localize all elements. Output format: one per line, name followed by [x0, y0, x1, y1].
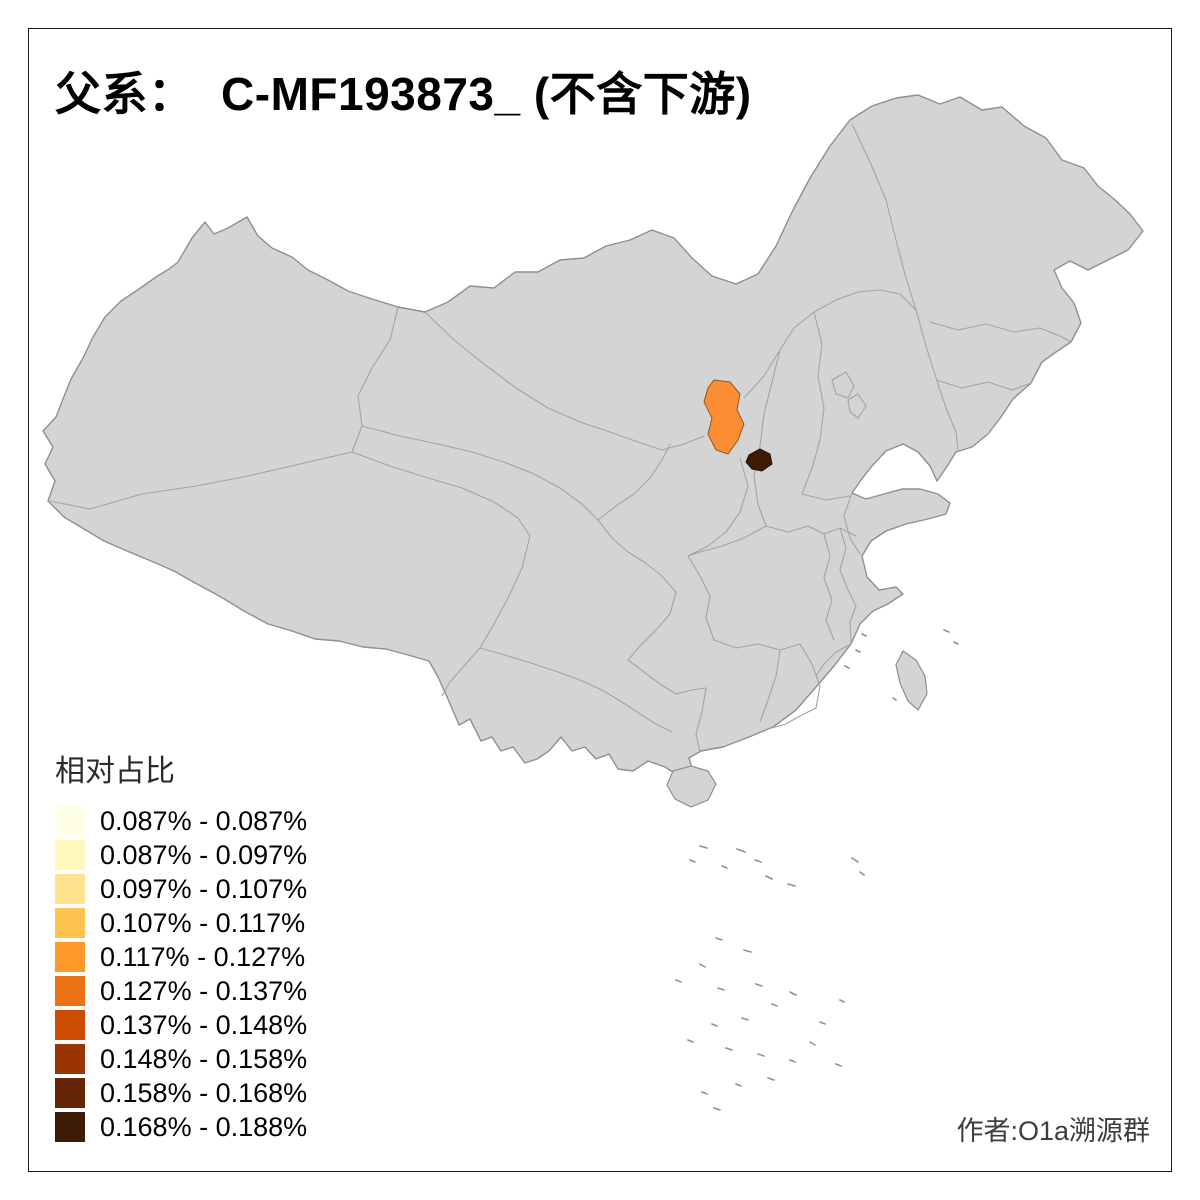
legend-item-label: 0.087% - 0.087%	[100, 805, 308, 836]
legend-color-swatch	[55, 840, 85, 870]
legend-color-swatch	[55, 1010, 85, 1040]
legend-item-label: 0.168% - 0.188%	[100, 1111, 308, 1142]
legend-item-label: 0.148% - 0.158%	[100, 1043, 308, 1074]
legend-title: 相对占比	[55, 755, 175, 788]
hainan-island	[666, 765, 717, 808]
legend: 相对占比 0.087% - 0.087% 0.087% - 0.097% 0.0…	[55, 746, 307, 1146]
highlight-region-dark	[745, 448, 773, 472]
legend-color-swatch	[55, 1044, 85, 1074]
legend-color-swatch	[55, 942, 85, 972]
south-china-sea-islands	[675, 629, 959, 1111]
legend-color-swatch	[55, 1078, 85, 1108]
legend-item-label: 0.117% - 0.127%	[100, 941, 306, 972]
legend-color-swatch	[55, 874, 85, 904]
legend-item-label: 0.127% - 0.137%	[100, 975, 308, 1006]
china-mainland	[42, 94, 1144, 792]
legend-item: 0.107% - 0.117%	[55, 908, 307, 938]
legend-item: 0.168% - 0.188%	[55, 1112, 307, 1142]
legend-item-label: 0.158% - 0.168%	[100, 1077, 308, 1108]
legend-item: 0.087% - 0.097%	[55, 840, 307, 870]
legend-color-swatch	[55, 908, 85, 938]
legend-item: 0.117% - 0.127%	[55, 942, 307, 972]
legend-color-swatch	[55, 976, 85, 1006]
legend-item-label: 0.097% - 0.107%	[100, 873, 308, 904]
page-title: 父系： C-MF193873_ (不含下游)	[55, 68, 752, 120]
legend-item: 0.158% - 0.168%	[55, 1078, 307, 1108]
legend-item-label: 0.107% - 0.117%	[100, 907, 306, 938]
legend-item-label: 0.087% - 0.097%	[100, 839, 308, 870]
province-borders	[49, 123, 1072, 753]
legend-item: 0.137% - 0.148%	[55, 1010, 307, 1040]
legend-item: 0.127% - 0.137%	[55, 976, 307, 1006]
legend-item-label: 0.137% - 0.148%	[100, 1009, 308, 1040]
taiwan-island	[895, 650, 928, 711]
legend-item: 0.087% - 0.087%	[55, 806, 307, 836]
legend-item: 0.148% - 0.158%	[55, 1044, 307, 1074]
legend-item: 0.097% - 0.107%	[55, 874, 307, 904]
legend-color-swatch	[55, 1112, 85, 1142]
legend-rows: 0.087% - 0.087% 0.087% - 0.097% 0.097% -…	[55, 806, 307, 1142]
author-credit: 作者:O1a溯源群	[956, 1116, 1150, 1146]
highlight-region-orange	[703, 379, 745, 455]
plot-border-frame	[28, 28, 1172, 1172]
legend-color-swatch	[55, 806, 85, 836]
